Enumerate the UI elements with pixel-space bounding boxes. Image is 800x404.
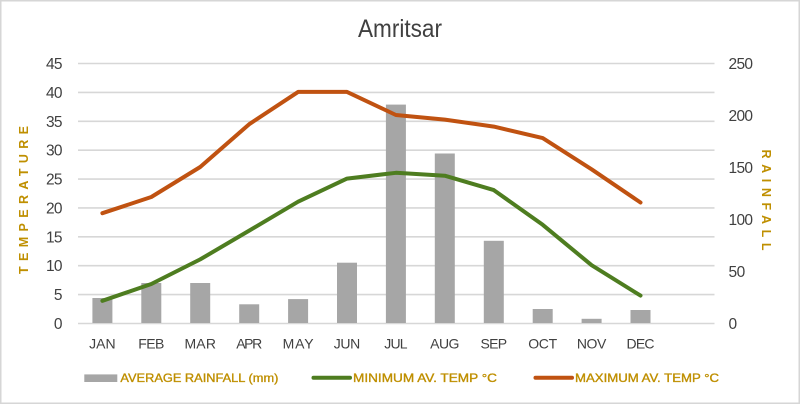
svg-text:NOV: NOV — [577, 336, 607, 352]
svg-text:30: 30 — [46, 143, 63, 160]
svg-text:DEC: DEC — [627, 336, 655, 352]
svg-text:200: 200 — [729, 108, 754, 125]
svg-text:MAY: MAY — [283, 336, 315, 352]
svg-text:35: 35 — [46, 114, 63, 131]
svg-text:Amritsar: Amritsar — [358, 15, 442, 43]
svg-text:FEB: FEB — [138, 336, 164, 352]
svg-text:AUG: AUG — [430, 336, 459, 352]
svg-text:APR: APR — [236, 336, 262, 352]
svg-text:150: 150 — [729, 160, 754, 177]
svg-text:MAXIMUM AV. TEMP °C: MAXIMUM AV. TEMP °C — [575, 371, 719, 385]
svg-text:SEP: SEP — [481, 336, 508, 352]
svg-text:20: 20 — [46, 200, 63, 217]
svg-text:10: 10 — [46, 258, 63, 275]
svg-text:40: 40 — [46, 85, 63, 102]
svg-text:JAN: JAN — [89, 336, 116, 352]
svg-text:25: 25 — [46, 172, 63, 189]
svg-text:0: 0 — [54, 316, 63, 333]
svg-text:45: 45 — [46, 56, 63, 73]
svg-text:15: 15 — [46, 229, 63, 246]
svg-text:250: 250 — [729, 56, 754, 73]
svg-text:JUN: JUN — [334, 336, 361, 352]
svg-text:AVERAGE RAINFALL (mm): AVERAGE RAINFALL (mm) — [120, 371, 278, 385]
svg-text:0: 0 — [729, 316, 738, 333]
svg-text:5: 5 — [54, 287, 63, 304]
svg-text:100: 100 — [729, 212, 754, 229]
svg-text:JUL: JUL — [384, 336, 408, 352]
svg-text:OCT: OCT — [528, 336, 557, 352]
svg-text:MAR: MAR — [184, 336, 216, 352]
svg-text:50: 50 — [729, 264, 746, 281]
svg-text:TEMPERATURE: TEMPERATURE — [17, 126, 31, 274]
svg-text:MINIMUM AV. TEMP °C: MINIMUM AV. TEMP °C — [353, 371, 497, 385]
